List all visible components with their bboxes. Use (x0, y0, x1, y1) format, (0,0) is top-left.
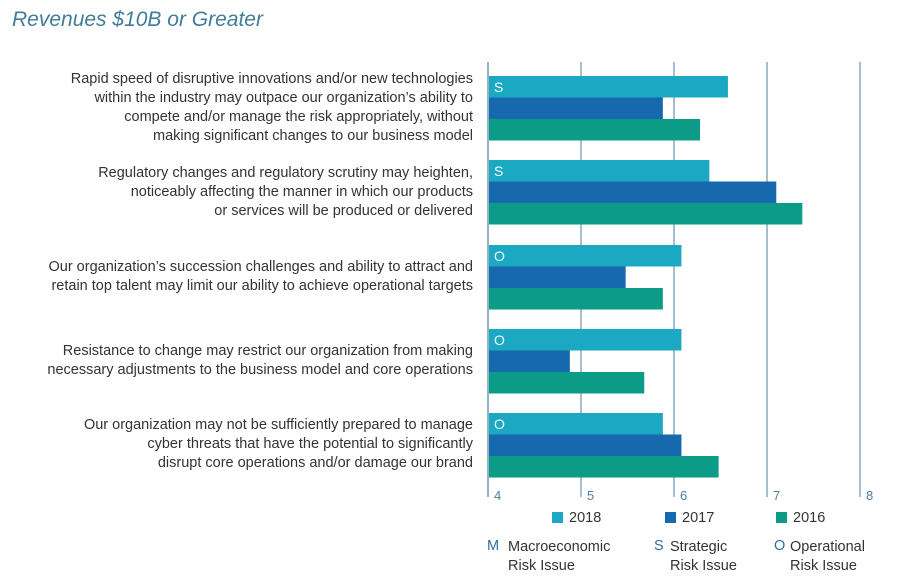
category-label: Resistance to change may restrict our or… (3, 342, 473, 380)
risk-legend-text: Operational Risk Issue (790, 538, 865, 576)
legend-item-2016: 2016 (776, 510, 825, 526)
legend-label: 2017 (682, 510, 715, 526)
risk-legend-text: Strategic Risk Issue (670, 538, 737, 576)
risk-legend-code: M (487, 538, 500, 554)
bar-2018 (489, 160, 710, 182)
bar-2018 (489, 329, 682, 351)
risk-legend-code: O (774, 538, 786, 554)
risk-legend-line: Risk Issue (508, 558, 575, 574)
bar-2018 (489, 76, 728, 98)
category-label-line: Resistance to change may restrict our or… (62, 343, 473, 359)
risk-legend-line: Strategic (670, 539, 728, 555)
x-tick-label: 5 (587, 488, 594, 503)
category-label-line: necessary adjustments to the business mo… (47, 362, 473, 378)
risk-code-label: O (494, 248, 505, 264)
risk-legend-line: Risk Issue (670, 558, 737, 574)
legend-swatch (552, 511, 563, 523)
x-tick-label: 7 (773, 488, 780, 503)
chart-title: Revenues $10B or Greater (12, 8, 263, 31)
category-label-line: Rapid speed of disruptive innovations an… (70, 71, 473, 87)
category-label: Rapid speed of disruptive innovations an… (3, 70, 473, 146)
bar-2018 (489, 245, 682, 267)
category-label-line: cyber threats that have the potential to… (147, 436, 473, 452)
category-label: Regulatory changes and regulatory scruti… (3, 164, 473, 221)
risk-code-label: S (494, 163, 503, 179)
legend-item-2018: 2018 (552, 510, 601, 526)
category-label-line: within the industry may outpace our orga… (94, 90, 473, 106)
risk-legend-item: O Operational Risk Issue (774, 538, 900, 580)
bar-2018 (489, 413, 663, 435)
risk-legend-line: Macroeconomic (508, 539, 611, 555)
bar-2016 (489, 288, 663, 310)
x-tick-label: 4 (494, 488, 501, 503)
risk-legend-text: Macroeconomic Risk Issue (508, 538, 610, 576)
category-label-line: or services will be produced or delivere… (214, 203, 473, 219)
legend-swatch (776, 511, 787, 523)
risk-code-label: O (494, 332, 505, 348)
category-label-line: Our organization may not be sufficiently… (83, 417, 473, 433)
bar-2017 (489, 266, 626, 288)
risk-legend-item: M Macroeconomic Risk Issue (487, 538, 617, 580)
legend-label: 2016 (793, 510, 826, 526)
legend-item-2017: 2017 (665, 510, 714, 526)
risk-legend-item: S Strategic Risk Issue (654, 538, 784, 580)
x-tick-label: 8 (866, 488, 873, 503)
risk-code-label: O (494, 416, 505, 432)
category-label: Our organization’s succession challenges… (3, 258, 473, 296)
category-label: Our organization may not be sufficiently… (3, 416, 473, 473)
category-label-line: compete and/or manage the risk appropria… (124, 109, 473, 125)
bar-2016 (489, 372, 645, 394)
category-label-line: retain top talent may limit our ability … (51, 278, 473, 294)
category-label-line: making significant changes to our busine… (153, 128, 473, 144)
bar-2016 (489, 203, 803, 225)
bar-2016 (489, 456, 719, 478)
risk-legend-line: Operational (790, 539, 865, 555)
x-tick-label: 6 (680, 488, 687, 503)
category-label-line: Our organization’s succession challenges… (48, 259, 473, 275)
risk-legend-line: Risk Issue (790, 558, 857, 574)
bar-2017 (489, 97, 663, 119)
legend-label: 2018 (569, 510, 602, 526)
bar-2017 (489, 350, 570, 372)
bar-2017 (489, 434, 682, 456)
category-label-line: noticeably affecting the manner in which… (130, 184, 473, 200)
legend-swatch (665, 511, 676, 523)
category-label-line: Regulatory changes and regulatory scruti… (98, 165, 473, 181)
risk-code-label: S (494, 79, 503, 95)
category-label-line: disrupt core operations and/or damage ou… (157, 455, 473, 471)
bar-2017 (489, 181, 777, 203)
bar-2016 (489, 119, 701, 141)
risk-legend-code: S (654, 538, 664, 554)
